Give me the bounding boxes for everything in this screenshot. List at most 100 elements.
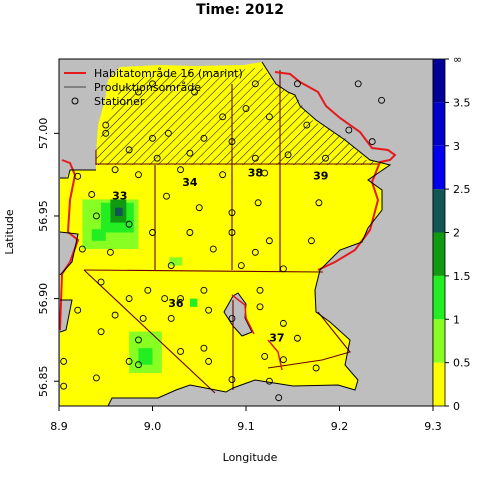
colorbar-tick-label: 0.5 xyxy=(453,357,471,370)
station-marker xyxy=(74,306,82,314)
y-tick-label: 57.00 xyxy=(37,118,50,150)
y-tick-label: 56.85 xyxy=(37,365,50,397)
concentration-patch xyxy=(189,298,198,307)
station-marker xyxy=(368,138,376,146)
x-tick-label: 9.3 xyxy=(424,420,442,433)
colorbar-bin xyxy=(433,189,445,233)
station-marker xyxy=(161,295,169,303)
station-marker xyxy=(74,172,82,180)
y-tick-label: 56.90 xyxy=(37,283,50,315)
legend-production-label: Produktionsområde xyxy=(94,81,201,94)
station-marker xyxy=(149,229,156,236)
station-marker xyxy=(242,105,250,113)
station-marker xyxy=(177,348,185,355)
station-marker xyxy=(279,356,287,364)
colorbar-bin xyxy=(433,59,445,103)
colorbar-bin xyxy=(433,362,445,406)
station-marker xyxy=(275,394,283,402)
station-marker xyxy=(200,134,208,142)
station-marker xyxy=(261,352,269,360)
area-label: 38 xyxy=(248,166,263,179)
station-marker xyxy=(125,220,133,228)
concentration-patch xyxy=(91,229,106,241)
concentration-patch xyxy=(138,348,153,365)
concentration-patches xyxy=(82,199,198,373)
station-marker xyxy=(200,286,208,294)
y-axis-label: Latitude xyxy=(3,209,16,255)
area-label: 36 xyxy=(168,297,184,310)
legend-habitat-label: Habitatområde 16 (marint) xyxy=(94,67,243,80)
x-axis: 8.9 9.0 9.1 9.2 9.3 xyxy=(50,406,442,433)
station-marker xyxy=(163,192,170,200)
x-tick-label: 9.2 xyxy=(331,420,349,433)
area-label: 33 xyxy=(112,189,127,202)
x-tick-label: 8.9 xyxy=(50,420,68,433)
station-marker xyxy=(228,209,236,217)
legend-stations-swatch xyxy=(71,97,79,105)
station-marker xyxy=(167,262,175,269)
station-marker xyxy=(135,88,142,96)
concentration-patch xyxy=(169,257,183,266)
station-marker xyxy=(284,151,292,159)
colorbar-tick-label: 1.5 xyxy=(453,270,471,283)
colorbar-tick-label: 1 xyxy=(453,313,460,326)
station-marker xyxy=(322,154,329,162)
station-marker xyxy=(265,377,273,385)
station-marker xyxy=(186,149,194,157)
station-marker xyxy=(97,278,105,286)
station-marker xyxy=(219,171,227,179)
boundary-diagonal xyxy=(83,269,216,394)
station-marker xyxy=(125,295,133,303)
station-marker xyxy=(97,328,105,336)
station-marker xyxy=(92,374,100,382)
area-label: 34 xyxy=(182,176,198,189)
station-marker xyxy=(102,121,110,129)
station-marker xyxy=(279,319,287,327)
station-marker xyxy=(228,314,236,322)
station-marker xyxy=(106,248,114,256)
station-marker xyxy=(251,80,259,88)
station-marker xyxy=(102,129,110,137)
x-tick-label: 9.1 xyxy=(237,420,255,433)
station-marker xyxy=(315,199,323,207)
station-marker xyxy=(125,357,133,365)
colorbar-tick-label: 3.5 xyxy=(453,96,471,109)
station-marker xyxy=(125,146,133,154)
station-marker xyxy=(256,303,264,311)
station-marker xyxy=(144,286,152,294)
x-tick-label: 9.0 xyxy=(144,420,162,433)
station-marker xyxy=(60,357,68,365)
island xyxy=(223,292,253,337)
colorbar-bin xyxy=(433,232,445,276)
station-marker xyxy=(177,166,185,174)
colorbar-tick-label: 2 xyxy=(453,227,460,240)
station-marker xyxy=(228,229,236,236)
station-marker xyxy=(205,357,213,365)
station-marker xyxy=(135,171,142,179)
station-marker xyxy=(237,262,245,269)
station-marker xyxy=(186,229,194,236)
stations-layer xyxy=(60,80,386,402)
colorbar-tick-label: 0 xyxy=(453,400,460,413)
station-marker xyxy=(256,286,264,294)
colorbar-bin xyxy=(433,319,445,363)
station-marker xyxy=(111,166,119,174)
station-marker xyxy=(149,80,156,88)
chart-title: Time: 2012 xyxy=(196,2,284,18)
station-marker xyxy=(251,154,259,162)
station-marker xyxy=(78,245,86,253)
colorbar-tick-label: 3 xyxy=(453,140,460,153)
station-marker xyxy=(135,336,142,344)
station-marker xyxy=(153,154,161,162)
station-marker xyxy=(354,80,362,88)
station-marker xyxy=(265,113,273,121)
station-marker xyxy=(164,129,172,137)
station-marker xyxy=(261,169,269,177)
habitat-boundary-inner xyxy=(231,294,283,371)
station-marker xyxy=(191,88,199,96)
station-marker xyxy=(228,376,236,384)
station-marker xyxy=(60,382,68,390)
station-marker xyxy=(345,126,353,134)
station-marker xyxy=(254,199,262,207)
area-label: 37 xyxy=(269,332,284,345)
